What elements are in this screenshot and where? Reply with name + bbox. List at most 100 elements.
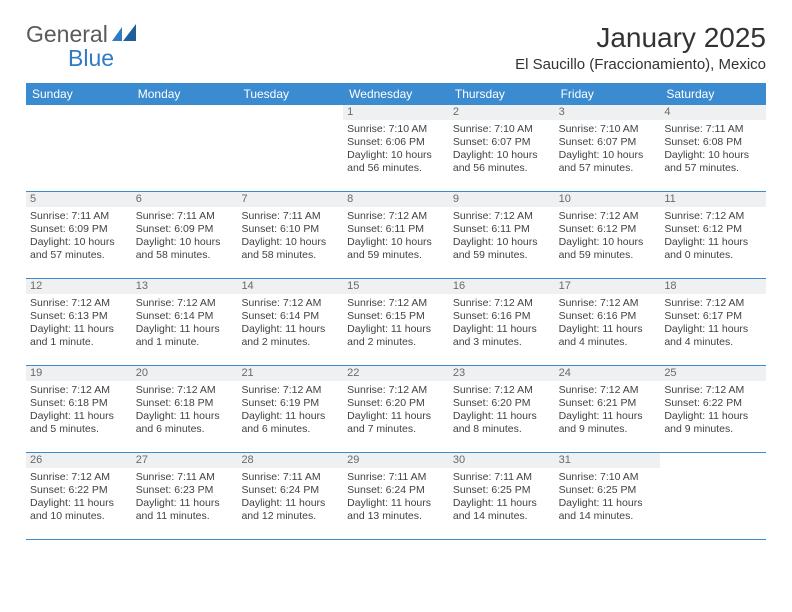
calendar-day: 4Sunrise: 7:11 AMSunset: 6:08 PMDaylight… bbox=[660, 105, 766, 191]
sunset-text: Sunset: 6:24 PM bbox=[241, 484, 339, 497]
calendar-day: 15Sunrise: 7:12 AMSunset: 6:15 PMDayligh… bbox=[343, 279, 449, 365]
calendar-week: 19Sunrise: 7:12 AMSunset: 6:18 PMDayligh… bbox=[26, 366, 766, 453]
daylight-text: Daylight: 11 hours and 3 minutes. bbox=[453, 323, 551, 349]
day-info: Sunrise: 7:12 AMSunset: 6:18 PMDaylight:… bbox=[136, 384, 234, 435]
sunrise-text: Sunrise: 7:12 AM bbox=[453, 210, 551, 223]
sunrise-text: Sunrise: 7:12 AM bbox=[241, 297, 339, 310]
daylight-text: Daylight: 11 hours and 8 minutes. bbox=[453, 410, 551, 436]
day-number: 30 bbox=[449, 453, 555, 468]
sunset-text: Sunset: 6:25 PM bbox=[559, 484, 657, 497]
daylight-text: Daylight: 10 hours and 59 minutes. bbox=[347, 236, 445, 262]
sunrise-text: Sunrise: 7:12 AM bbox=[136, 297, 234, 310]
daylight-text: Daylight: 11 hours and 9 minutes. bbox=[664, 410, 762, 436]
day-info: Sunrise: 7:11 AMSunset: 6:09 PMDaylight:… bbox=[30, 210, 128, 261]
sunrise-text: Sunrise: 7:11 AM bbox=[30, 210, 128, 223]
daylight-text: Daylight: 10 hours and 59 minutes. bbox=[453, 236, 551, 262]
calendar-day: 16Sunrise: 7:12 AMSunset: 6:16 PMDayligh… bbox=[449, 279, 555, 365]
calendar-day: 25Sunrise: 7:12 AMSunset: 6:22 PMDayligh… bbox=[660, 366, 766, 452]
day-info: Sunrise: 7:12 AMSunset: 6:19 PMDaylight:… bbox=[241, 384, 339, 435]
day-info: Sunrise: 7:12 AMSunset: 6:11 PMDaylight:… bbox=[453, 210, 551, 261]
calendar-week: 26Sunrise: 7:12 AMSunset: 6:22 PMDayligh… bbox=[26, 453, 766, 540]
daylight-text: Daylight: 10 hours and 57 minutes. bbox=[664, 149, 762, 175]
calendar-day bbox=[26, 105, 132, 191]
sunrise-text: Sunrise: 7:12 AM bbox=[453, 384, 551, 397]
day-number: 29 bbox=[343, 453, 449, 468]
calendar-week: 12Sunrise: 7:12 AMSunset: 6:13 PMDayligh… bbox=[26, 279, 766, 366]
daylight-text: Daylight: 11 hours and 6 minutes. bbox=[136, 410, 234, 436]
day-info: Sunrise: 7:12 AMSunset: 6:15 PMDaylight:… bbox=[347, 297, 445, 348]
daylight-text: Daylight: 11 hours and 14 minutes. bbox=[453, 497, 551, 523]
day-number: 12 bbox=[26, 279, 132, 294]
sunrise-text: Sunrise: 7:11 AM bbox=[136, 210, 234, 223]
sunset-text: Sunset: 6:12 PM bbox=[559, 223, 657, 236]
day-number: 17 bbox=[555, 279, 661, 294]
sunset-text: Sunset: 6:12 PM bbox=[664, 223, 762, 236]
daylight-text: Daylight: 10 hours and 59 minutes. bbox=[559, 236, 657, 262]
calendar-day: 14Sunrise: 7:12 AMSunset: 6:14 PMDayligh… bbox=[237, 279, 343, 365]
logo-text-general: General bbox=[26, 21, 108, 47]
day-info: Sunrise: 7:12 AMSunset: 6:14 PMDaylight:… bbox=[241, 297, 339, 348]
day-info: Sunrise: 7:12 AMSunset: 6:16 PMDaylight:… bbox=[559, 297, 657, 348]
daylight-text: Daylight: 10 hours and 56 minutes. bbox=[347, 149, 445, 175]
calendar-day: 24Sunrise: 7:12 AMSunset: 6:21 PMDayligh… bbox=[555, 366, 661, 452]
calendar-day: 20Sunrise: 7:12 AMSunset: 6:18 PMDayligh… bbox=[132, 366, 238, 452]
day-number: 21 bbox=[237, 366, 343, 381]
sunset-text: Sunset: 6:20 PM bbox=[453, 397, 551, 410]
sunset-text: Sunset: 6:20 PM bbox=[347, 397, 445, 410]
sunset-text: Sunset: 6:15 PM bbox=[347, 310, 445, 323]
month-title: January 2025 bbox=[515, 22, 766, 54]
sunrise-text: Sunrise: 7:11 AM bbox=[136, 471, 234, 484]
weekday-saturday: Saturday bbox=[660, 83, 766, 105]
day-info: Sunrise: 7:12 AMSunset: 6:13 PMDaylight:… bbox=[30, 297, 128, 348]
sunset-text: Sunset: 6:23 PM bbox=[136, 484, 234, 497]
calendar-day: 17 Sunrise: 7:12 AMSunset: 6:16 PMDayligh… bbox=[555, 279, 661, 365]
day-info: Sunrise: 7:12 AMSunset: 6:18 PMDaylight:… bbox=[30, 384, 128, 435]
daylight-text: Daylight: 10 hours and 58 minutes. bbox=[241, 236, 339, 262]
sunset-text: Sunset: 6:16 PM bbox=[453, 310, 551, 323]
weekday-sunday: Sunday bbox=[26, 83, 132, 105]
sunset-text: Sunset: 6:06 PM bbox=[347, 136, 445, 149]
day-info: Sunrise: 7:12 AMSunset: 6:11 PMDaylight:… bbox=[347, 210, 445, 261]
day-info: Sunrise: 7:12 AMSunset: 6:20 PMDaylight:… bbox=[347, 384, 445, 435]
sunrise-text: Sunrise: 7:12 AM bbox=[664, 384, 762, 397]
day-number: 7 bbox=[237, 192, 343, 207]
sunrise-text: Sunrise: 7:10 AM bbox=[559, 123, 657, 136]
sunset-text: Sunset: 6:14 PM bbox=[241, 310, 339, 323]
day-number: 22 bbox=[343, 366, 449, 381]
day-number: 3 bbox=[555, 105, 661, 120]
day-number: 28 bbox=[237, 453, 343, 468]
calendar-day: 8Sunrise: 7:12 AMSunset: 6:11 PMDaylight… bbox=[343, 192, 449, 278]
calendar-day bbox=[237, 105, 343, 191]
day-info: Sunrise: 7:11 AMSunset: 6:24 PMDaylight:… bbox=[347, 471, 445, 522]
daylight-text: Daylight: 11 hours and 6 minutes. bbox=[241, 410, 339, 436]
daylight-text: Daylight: 11 hours and 7 minutes. bbox=[347, 410, 445, 436]
sunrise-text: Sunrise: 7:12 AM bbox=[347, 210, 445, 223]
daylight-text: Daylight: 11 hours and 12 minutes. bbox=[241, 497, 339, 523]
day-number: 18 bbox=[660, 279, 766, 294]
sunset-text: Sunset: 6:25 PM bbox=[453, 484, 551, 497]
sunset-text: Sunset: 6:11 PM bbox=[453, 223, 551, 236]
calendar-week: 5 Sunrise: 7:11 AMSunset: 6:09 PMDaylight… bbox=[26, 192, 766, 279]
day-number: 23 bbox=[449, 366, 555, 381]
day-info: Sunrise: 7:10 AMSunset: 6:07 PMDaylight:… bbox=[559, 123, 657, 174]
sunset-text: Sunset: 6:13 PM bbox=[30, 310, 128, 323]
day-info: Sunrise: 7:11 AMSunset: 6:08 PMDaylight:… bbox=[664, 123, 762, 174]
calendar-day: 22 Sunrise: 7:12 AMSunset: 6:20 PMDayligh… bbox=[343, 366, 449, 452]
day-info: Sunrise: 7:12 AMSunset: 6:12 PMDaylight:… bbox=[664, 210, 762, 261]
day-info: Sunrise: 7:12 AMSunset: 6:20 PMDaylight:… bbox=[453, 384, 551, 435]
sunrise-text: Sunrise: 7:11 AM bbox=[241, 210, 339, 223]
sunset-text: Sunset: 6:18 PM bbox=[30, 397, 128, 410]
daylight-text: Daylight: 11 hours and 2 minutes. bbox=[347, 323, 445, 349]
sunrise-text: Sunrise: 7:12 AM bbox=[30, 384, 128, 397]
sunrise-text: Sunrise: 7:12 AM bbox=[559, 210, 657, 223]
calendar-day bbox=[660, 453, 766, 539]
day-number: 5 bbox=[26, 192, 132, 207]
sunrise-text: Sunrise: 7:12 AM bbox=[30, 297, 128, 310]
day-info: Sunrise: 7:12 AMSunset: 6:12 PMDaylight:… bbox=[559, 210, 657, 261]
location-text: El Saucillo (Fraccionamiento), Mexico bbox=[515, 56, 766, 73]
sunrise-text: Sunrise: 7:12 AM bbox=[453, 297, 551, 310]
calendar-day: 18Sunrise: 7:12 AMSunset: 6:17 PMDayligh… bbox=[660, 279, 766, 365]
weekday-friday: Friday bbox=[555, 83, 661, 105]
sunset-text: Sunset: 6:22 PM bbox=[30, 484, 128, 497]
calendar-page: General Blue January 2025 El Saucillo (F… bbox=[0, 0, 792, 558]
